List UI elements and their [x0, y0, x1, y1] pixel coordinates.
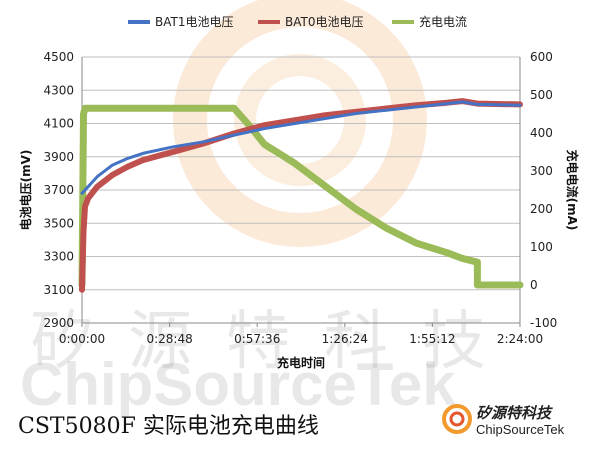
series-line-bat1-voltage — [80, 100, 522, 195]
axes — [81, 57, 521, 327]
y-tick-label: 3700 — [43, 183, 74, 197]
y2-tick-label: 0 — [530, 278, 538, 292]
y-tick-label: 3100 — [43, 283, 74, 297]
y-tick-label: 4500 — [43, 50, 74, 64]
y-tick-label: 3900 — [43, 150, 74, 164]
y-tick-label: 2900 — [43, 316, 74, 330]
y2-tick-label: 600 — [530, 50, 553, 64]
x-tick-label: 1:26:24 — [322, 332, 368, 346]
y2-axis-label: 充电电流(mA) — [565, 150, 580, 231]
legend-entry: BAT1电池电压 — [155, 15, 233, 29]
brand-logo-icon — [442, 404, 472, 434]
y2-tick-label: 500 — [530, 88, 553, 102]
series-line-bat0-voltage — [79, 98, 523, 293]
brand-block: 矽源特科技 ChipSourceTek — [440, 400, 590, 446]
y2-tick-label: -100 — [530, 316, 557, 330]
x-tick-label: 0:00:00 — [59, 332, 105, 346]
y2-tick-label: 100 — [530, 240, 553, 254]
y2-tick-label: 300 — [530, 164, 553, 178]
x-tick-label: 0:28:48 — [146, 332, 192, 346]
legend-entry: 充电电流 — [419, 14, 467, 29]
brand-name-english: ChipSourceTek — [476, 422, 565, 437]
y-tick-label: 3500 — [43, 216, 74, 230]
watermark-english: ChipSourceTek — [20, 351, 456, 418]
series-layer — [78, 98, 524, 293]
y-tick-label: 3300 — [43, 250, 74, 264]
legend: BAT1电池电压 BAT0电池电压 充电电流 — [128, 14, 467, 29]
y2-tick-label: 200 — [530, 202, 553, 216]
grid — [82, 56, 520, 324]
x-axis-label: 充电时间 — [277, 355, 325, 370]
watermark-chinese: 矽源特科技 — [30, 305, 520, 379]
charging-curve-chart: 2900 3100 3300 3500 3700 3900 4100 4300 4500 -100… — [18, 0, 580, 370]
y-tick-label: 4300 — [43, 83, 74, 97]
y-axis-label: 电池电压(mV) — [18, 150, 33, 231]
chart-caption: CST5080F 实际电池充电曲线 — [18, 414, 319, 439]
series-line-charge-current — [78, 104, 524, 289]
y-tick-label: 4100 — [43, 117, 74, 131]
brand-name-chinese: 矽源特科技 — [476, 404, 552, 422]
y2-tick-label: 400 — [530, 126, 553, 140]
x-tick-label: 0:57:36 — [234, 332, 280, 346]
legend-entry: BAT0电池电压 — [285, 15, 363, 29]
x-tick-label: 2:24:00 — [497, 332, 543, 346]
x-tick-label: 1:55:12 — [409, 332, 455, 346]
ticks: 2900 3100 3300 3500 3700 3900 4100 4300 4500 -100… — [43, 50, 557, 346]
